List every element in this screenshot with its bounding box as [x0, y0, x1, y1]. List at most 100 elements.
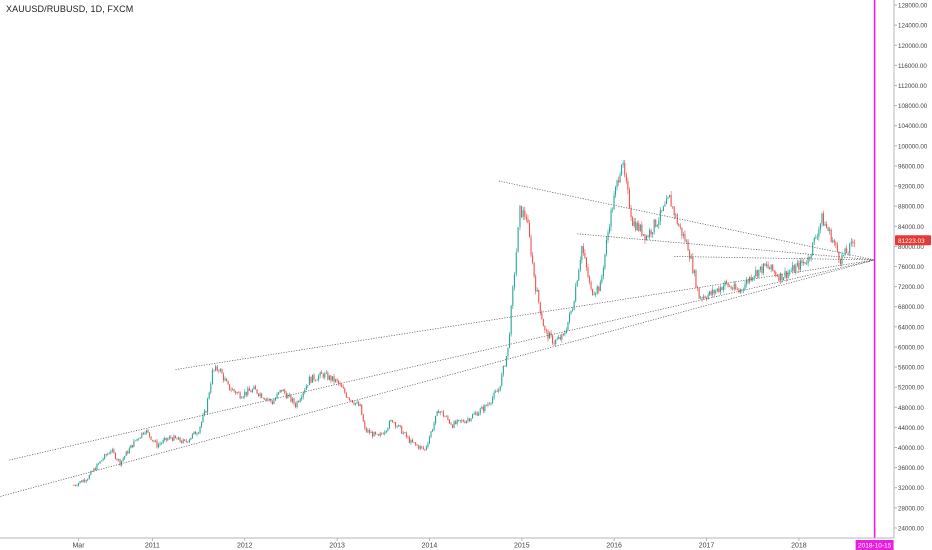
candle [282, 388, 284, 392]
y-tick: 100000.00 [894, 143, 928, 150]
candle-body [568, 313, 571, 322]
y-tick-label: 96000.00 [898, 163, 924, 170]
candle-body [573, 301, 575, 310]
candle [91, 470, 93, 472]
candle-body [565, 330, 567, 334]
x-axis[interactable]: Mar 2011 2012 2013 2014 2015 2016 2017 2018 [0, 537, 894, 550]
candle [658, 217, 660, 229]
candle-body [752, 277, 754, 281]
candle [445, 415, 447, 418]
candle [442, 409, 444, 418]
candle-body [382, 433, 384, 435]
candle-body [185, 440, 187, 442]
candle-body [793, 265, 795, 273]
candle [226, 377, 228, 382]
candle-body [119, 459, 121, 466]
candle [742, 287, 745, 294]
candle [138, 438, 140, 441]
candle [456, 419, 458, 427]
candle-body [610, 210, 612, 228]
candle [550, 329, 552, 338]
candle-body [250, 390, 252, 393]
candle [200, 421, 203, 429]
candle-body [678, 223, 680, 227]
candle [784, 267, 786, 279]
candle-body [582, 246, 584, 253]
candle [304, 388, 306, 395]
y-tick: 120000.00 [894, 43, 928, 50]
candle [619, 171, 621, 183]
candle [770, 264, 772, 273]
candle-body [173, 435, 175, 441]
candle [77, 482, 80, 487]
short-line[interactable] [674, 256, 875, 261]
candle-body [842, 254, 845, 256]
candle [635, 218, 637, 232]
candle-body [578, 269, 580, 281]
candle-body [87, 479, 89, 481]
candle [608, 223, 611, 235]
candle [524, 206, 526, 221]
candle [487, 401, 489, 408]
y-axis[interactable]: 24000.00 28000.00 32000.00 36000.00 40000.00… [893, 0, 928, 538]
candle [139, 437, 141, 439]
candle-body [282, 389, 284, 392]
candle-body [476, 412, 478, 416]
candle [347, 396, 349, 399]
descending-line[interactable] [498, 180, 875, 261]
candle-body [849, 243, 851, 254]
candle-body [641, 224, 643, 236]
candle-body [104, 454, 106, 459]
candle [621, 164, 623, 176]
candle-body [795, 265, 797, 273]
candle [696, 285, 699, 292]
candle [253, 384, 255, 390]
candle [359, 403, 361, 407]
candle-body [293, 398, 295, 404]
candle-body [378, 434, 380, 436]
candle-body [545, 330, 547, 331]
candle [281, 389, 283, 393]
candle [376, 433, 378, 435]
candle [722, 282, 725, 293]
lower-fan-line[interactable] [0, 259, 875, 498]
candle-body [844, 248, 846, 255]
candle [830, 228, 832, 243]
candle-body [475, 412, 477, 414]
candle-body [91, 471, 93, 472]
candle-body [650, 230, 652, 235]
candle-body [773, 270, 775, 273]
candle-body [681, 227, 683, 236]
candle-body [238, 392, 240, 393]
candle [567, 321, 569, 331]
candle [302, 391, 304, 400]
candle-body [316, 379, 318, 381]
mid-descending-line[interactable] [577, 233, 875, 261]
x-tick: 2014 [422, 538, 437, 550]
candle [695, 269, 697, 289]
candle [245, 391, 247, 398]
candle [267, 397, 269, 402]
candle [108, 451, 110, 454]
candle-body [819, 223, 821, 230]
candle [716, 288, 718, 293]
trendline-group[interactable] [0, 180, 875, 498]
candle-body [838, 251, 840, 260]
candle-body [614, 187, 617, 196]
x-tick: 2017 [699, 538, 714, 550]
candle [670, 191, 672, 207]
candle-body [453, 421, 455, 428]
candle-body [575, 286, 577, 302]
candle [753, 275, 755, 282]
candle [79, 480, 81, 484]
candle [271, 399, 273, 405]
middle-fan-line[interactable] [9, 259, 875, 461]
candle [248, 386, 250, 391]
candle [364, 419, 366, 431]
candle [284, 388, 286, 395]
candle-body [498, 389, 500, 392]
upper-fan-line[interactable] [175, 259, 875, 370]
candle-body [339, 383, 341, 385]
candle-body [144, 432, 146, 435]
